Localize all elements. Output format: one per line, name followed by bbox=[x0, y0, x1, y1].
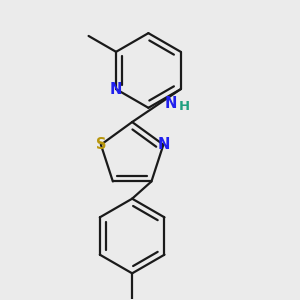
Text: N: N bbox=[110, 82, 122, 97]
Text: N: N bbox=[165, 97, 177, 112]
Text: H: H bbox=[179, 100, 190, 113]
Text: N: N bbox=[157, 137, 170, 152]
Text: S: S bbox=[96, 137, 106, 152]
